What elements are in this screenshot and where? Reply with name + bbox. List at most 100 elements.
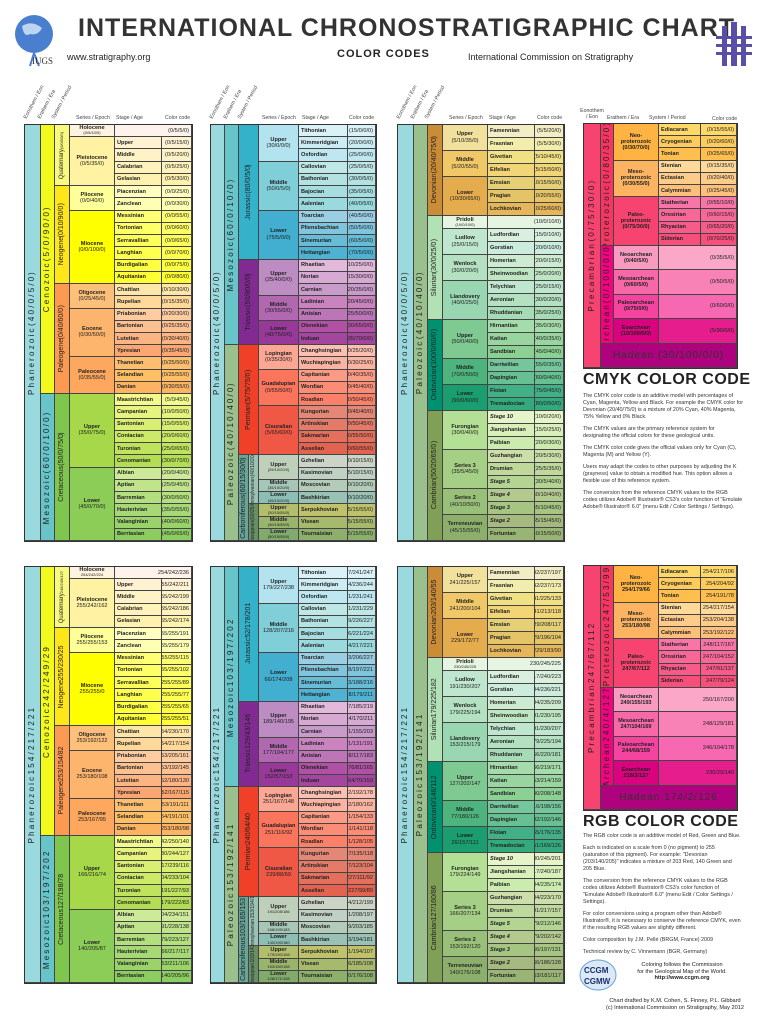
stage-name[interactable]: Oxfordian	[299, 591, 348, 604]
stage-name[interactable]: Callovian	[299, 603, 348, 616]
series-cell[interactable]: Middle 77/180/126	[443, 801, 488, 827]
period-cell[interactable]: Cambrian50/20/65/0	[428, 411, 443, 541]
stage-name[interactable]: Stage 10	[488, 411, 535, 424]
stage-name[interactable]: Gzhelian	[299, 455, 348, 468]
subera-cell[interactable]: Paleoarchean0/75/0/0	[614, 294, 659, 320]
stage-name[interactable]: Roadian	[299, 394, 348, 407]
series-cell[interactable]: Oligocene0/25/45/0	[70, 284, 115, 309]
stage-name[interactable]: Tournaisian	[299, 528, 348, 541]
subera-cell[interactable]: Eoarchean10/100/0/0	[614, 319, 659, 344]
stage-name[interactable]: Santonian	[115, 860, 162, 873]
era-cell[interactable]: Cenozoic5/0/90/0	[41, 125, 55, 395]
stage-name[interactable]: Sinemurian	[299, 235, 348, 248]
stage-name[interactable]: Berriasian	[115, 528, 162, 541]
stage-name[interactable]: Calymmian	[659, 626, 701, 640]
series-cell[interactable]: Holocene 254/242/224	[70, 567, 115, 580]
subperiod-cell[interactable]: Pennsylvanian153/194/181	[249, 897, 259, 947]
stage-name[interactable]: Drumian	[488, 905, 535, 918]
series-cell[interactable]: Upper 241/225/157	[443, 567, 488, 593]
stage-name[interactable]: Sakmarian	[299, 872, 348, 886]
stage-name[interactable]: Wordian	[299, 823, 348, 837]
stage-name[interactable]: Toarcian	[299, 210, 348, 223]
subera-cell[interactable]: Mesoarchean0/60/5/0	[614, 270, 659, 295]
stage-name[interactable]: Carnian	[299, 726, 348, 739]
stage-name[interactable]: Siderian	[659, 675, 701, 688]
series-cell[interactable]: Upper 127/202/147	[443, 762, 488, 801]
period-cell[interactable]: Quaternary249/249/127	[55, 567, 70, 629]
stage-name[interactable]: Jiangshanian	[488, 866, 535, 879]
stage-name[interactable]: Floian	[488, 827, 535, 840]
stage-name[interactable]: Fortunian	[488, 528, 535, 541]
stage-name[interactable]: Pliensbachian	[299, 664, 348, 678]
stage-name[interactable]: Langhian	[115, 689, 162, 702]
stage-name[interactable]: Stage 5	[488, 918, 535, 931]
stage-name[interactable]: Guzhangian	[488, 450, 535, 463]
stage-name[interactable]: Gzhelian	[299, 897, 348, 910]
stage-name[interactable]: Stage 2	[488, 515, 535, 528]
stage-name[interactable]: Cenomanian	[115, 455, 162, 468]
subera-cell[interactable]: Meso-proterozoic0/30/55/0	[614, 160, 659, 198]
series-cell[interactable]: Middle 241/200/104	[443, 593, 488, 619]
stage-name[interactable]: Sheinwoodian	[488, 710, 535, 723]
stage-name[interactable]: Darriwilian	[488, 359, 535, 372]
stage-name[interactable]: Capitanian	[299, 369, 348, 382]
stage-name[interactable]: Priabonian	[115, 308, 162, 321]
era-cell[interactable]: Archean240/4/127	[601, 687, 614, 786]
stage-name[interactable]: Asselian	[299, 885, 348, 898]
series-cell[interactable]: Miocene0/0/100/0	[70, 210, 115, 285]
stage-name[interactable]: Guzhangian	[488, 892, 535, 905]
era-cell[interactable]: Paleozoic153/192/141	[225, 787, 239, 983]
stage-name[interactable]: Famennian	[488, 125, 535, 138]
stage-name[interactable]: Stage 5	[488, 476, 535, 489]
stage-name[interactable]: Changhsingian	[299, 787, 348, 800]
series-cell[interactable]: Lower10/30/65/0	[443, 177, 488, 216]
series-cell[interactable]: Eocene0/30/50/0	[70, 308, 115, 358]
stage-name[interactable]: Ypresian	[115, 345, 162, 358]
period-cell[interactable]: Permian240/64/40	[239, 787, 259, 898]
stage-name[interactable]: Homerian	[488, 697, 535, 710]
stage-name[interactable]: Serpukhovian	[299, 946, 348, 959]
era-cell[interactable]: Mesozoic103/197/202	[41, 836, 55, 983]
stage-name[interactable]: Wuchiapingian	[299, 799, 348, 812]
stage-name[interactable]: Frasnian	[488, 138, 535, 151]
series-cell[interactable]: Furongian30/0/40/0	[443, 411, 488, 450]
series-cell[interactable]: Lower45/0/70/0	[70, 467, 115, 541]
stage-name[interactable]: Zanclean	[115, 198, 162, 211]
series-cell[interactable]: Lopingian0/35/30/0	[259, 345, 299, 370]
series-cell[interactable]: Series 335/5/45/0	[443, 450, 488, 489]
stage-name[interactable]: Piacenzian	[115, 186, 162, 199]
stage-name[interactable]: Tremadocian	[488, 840, 535, 853]
stage-name[interactable]: Selandian	[115, 811, 162, 824]
era-cell[interactable]: Proterozoic247/53/99	[601, 566, 614, 688]
stage-name[interactable]: Messinian	[115, 652, 162, 665]
stage-name[interactable]: Bashkirian	[299, 492, 348, 505]
stage-name[interactable]: Givetian	[488, 151, 535, 164]
series-cell[interactable]: Middle50/0/5/0	[259, 161, 299, 211]
stage-name[interactable]: Lutetian	[115, 333, 162, 346]
era-cell[interactable]: Archean0/100/0/0	[601, 245, 614, 344]
stage-name[interactable]: Rhyacian	[659, 663, 701, 676]
stage-name[interactable]: Ediacaran	[659, 566, 701, 579]
stage-name[interactable]: Kimmeridgian	[299, 137, 348, 150]
eon-cell[interactable]: Phanerozoic40/0/5/0	[398, 125, 414, 541]
period-cell[interactable]: Jurassic52/178/201	[239, 567, 259, 702]
series-cell[interactable]: Lower90/0/60/0	[443, 385, 488, 411]
period-cell[interactable]: Ordovician100/0/60/0	[428, 320, 443, 411]
stage-name[interactable]: Tithonian	[299, 125, 348, 138]
stage-name[interactable]: Aalenian	[299, 640, 348, 653]
eon-cell[interactable]: Phanerozoic40/0/5/0	[211, 125, 225, 541]
period-cell[interactable]: Devonian203/140/55	[428, 567, 443, 658]
hadean-cell[interactable]: Hadean30/100/0/0	[601, 343, 737, 368]
series-cell[interactable]: Cisuralian 239/88/69	[259, 848, 299, 898]
series-cell[interactable]: Terreneuvian 140/176/108	[443, 957, 488, 983]
stage-name[interactable]: Paibian	[488, 437, 535, 450]
stage-name[interactable]: Upper	[115, 579, 162, 592]
series-cell[interactable]: Pliocene 255/255/153	[70, 628, 115, 653]
stage-name[interactable]: Middle	[115, 591, 162, 604]
stage-name[interactable]: Anisian	[299, 308, 348, 321]
stage-name[interactable]: Dapingian	[488, 372, 535, 385]
stage-name[interactable]: Pragian	[488, 632, 535, 645]
stage-name[interactable]: Aptian	[115, 479, 162, 493]
stage-name[interactable]: Orosirian	[659, 209, 701, 222]
